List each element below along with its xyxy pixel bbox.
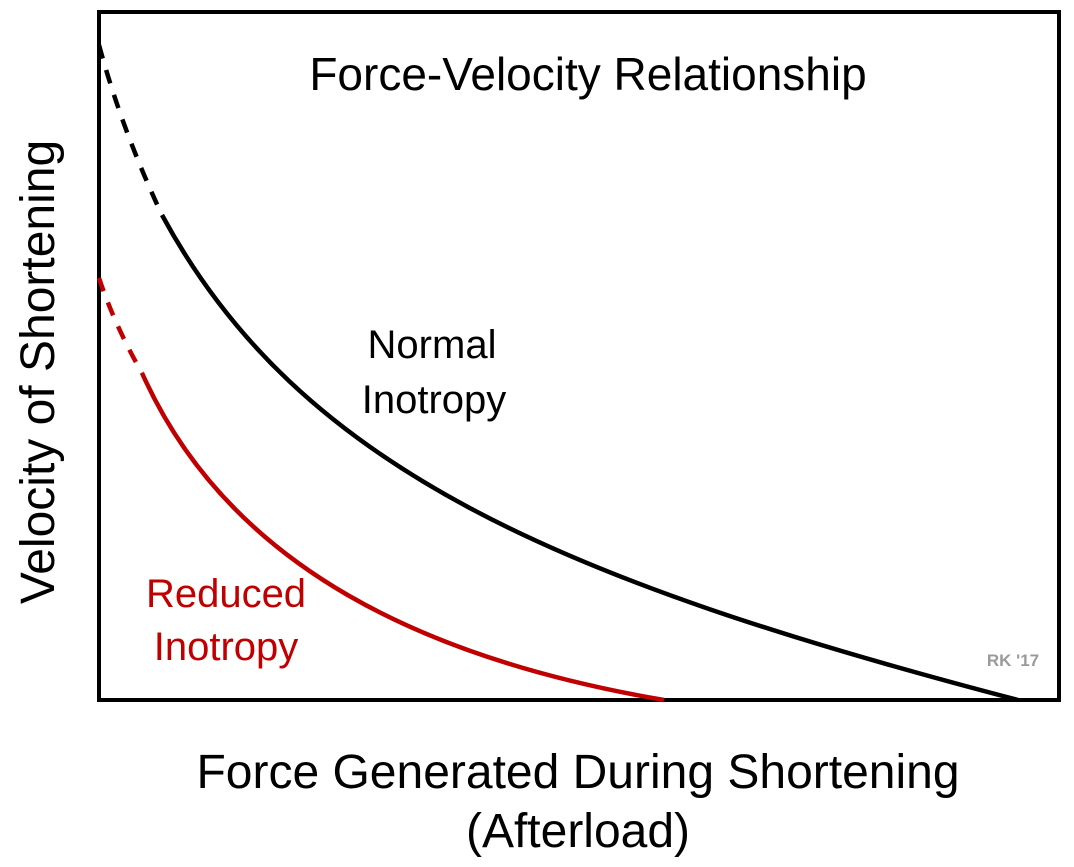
normal-inotropy-curve bbox=[160, 213, 1019, 703]
reduced-inotropy-curve-dashed bbox=[96, 277, 144, 375]
x-axis-label-line2: (Afterload) bbox=[466, 805, 690, 858]
reduced-inotropy-curve bbox=[139, 372, 665, 703]
reduced-inotropy-label-line2: Inotropy bbox=[154, 625, 299, 669]
reduced-inotropy-label-line1: Reduced bbox=[146, 572, 306, 616]
author-credit: RK '17 bbox=[987, 651, 1039, 670]
y-axis-label: Velocity of Shortening bbox=[12, 140, 65, 604]
x-axis-label-line1: Force Generated During Shortening bbox=[196, 746, 959, 799]
normal-inotropy-curve-dashed bbox=[96, 44, 165, 216]
diagram-title: Force-Velocity Relationship bbox=[309, 48, 866, 100]
normal-inotropy-label-line2: Inotropy bbox=[362, 378, 507, 422]
normal-inotropy-label-line1: Normal bbox=[368, 323, 497, 367]
plot-frame bbox=[97, 10, 1061, 702]
